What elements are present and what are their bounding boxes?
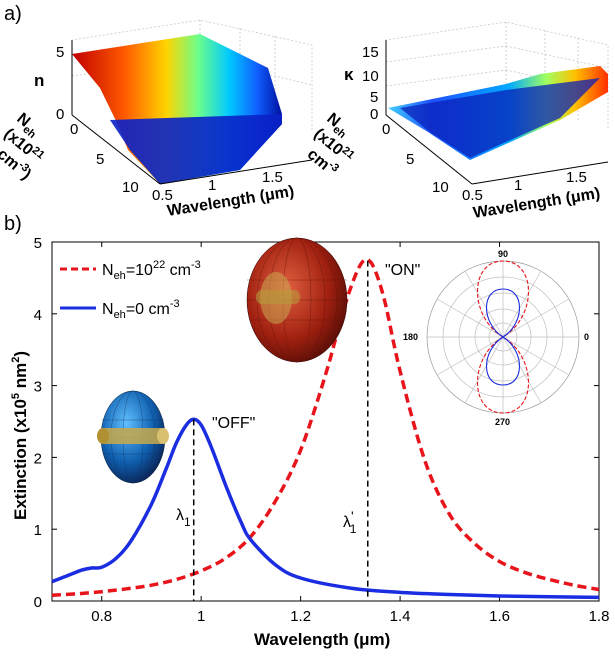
legend-off-unit-exp: -3 (170, 298, 180, 310)
surface-n-xtick: 1.5 (262, 169, 283, 186)
y-axis-label: Extinction (x105 nm2) (10, 351, 30, 520)
y-tick-label: 4 (34, 307, 42, 324)
y-axis-label-b: nm (11, 363, 30, 393)
polar-label-90: 90 (498, 249, 508, 259)
legend-on-sub: eh (114, 270, 126, 282)
y-tick-label: 1 (34, 522, 42, 539)
legend-on-unit-exp: -3 (191, 259, 201, 271)
series-line-off (51, 417, 600, 600)
lambda-on-sub: 1 (350, 522, 357, 536)
legend-off-rest: =0 cm (126, 301, 170, 318)
polar-label-0: 0 (584, 332, 589, 342)
x-tick-label: 1.8 (589, 608, 610, 625)
lambda-off-symbol: λ (176, 507, 184, 524)
surface-k-xtick: 1 (514, 177, 522, 194)
legend-on-unit: cm (165, 262, 191, 279)
surface-n-xtick: 1 (208, 177, 216, 194)
surface-n-ztick: 5 (56, 44, 64, 61)
polar-curve-off (485, 288, 521, 386)
legend-off-sub: eh (114, 309, 126, 321)
legend-label-on: Neh=1022 cm-3 (102, 259, 201, 282)
surface-k-axes (385, 40, 609, 185)
lambda-label-on: λ' 1 (343, 508, 357, 536)
surface-n-xlabel: Wavelength (μm) (166, 183, 295, 220)
y-tick-label: 5 (34, 235, 42, 252)
legend-on-main: N (102, 262, 114, 279)
surface-n-ylabel: Neh (x1021 cm-3) (0, 110, 47, 183)
x-tick-label: 1 (197, 608, 205, 625)
surface-k-xlabel: Wavelength (μm) (472, 185, 601, 222)
surface-k-ztick: 15 (362, 44, 379, 61)
y-axis-label-c: ) (11, 351, 30, 357)
surface-plot-kappa: κ 15 10 5 0 0 5 10 0.5 1 1.5 Neh (x1021 … (304, 21, 609, 222)
x-tick-label: 1.4 (390, 608, 411, 625)
series-group (51, 257, 600, 600)
particle-off-illustration (97, 390, 169, 484)
y-axis-label-a: Extinction (x10 (11, 399, 30, 520)
legend-on-rest: =10 (126, 262, 153, 279)
surface-n-axes (71, 40, 313, 185)
lambda-on-prime: ' (351, 508, 354, 524)
y-tick-label: 3 (34, 379, 42, 396)
surface-k-ztick: 10 (362, 68, 379, 85)
surface-k-ntick: 0 (382, 121, 390, 138)
extinction-chart: 0.8 1 1.2 1.4 1.6 1.8 0 1 2 3 4 5 Extinction (x105 … (10, 235, 609, 649)
legend-off-main: N (102, 301, 114, 318)
polar-label-180: 180 (403, 332, 418, 342)
legend: Neh=1022 cm-3 Neh=0 cm-3 (60, 259, 201, 321)
surface-k-ylabel: Neh (x1021 cm-3 (304, 110, 357, 175)
surface-k-ztick: 0 (370, 106, 378, 123)
panel-label-b: b) (4, 213, 22, 235)
surface-k-ntick: 5 (406, 151, 414, 168)
surface-n-ntick: 10 (122, 179, 139, 196)
surface-n-ztick: 0 (56, 106, 64, 123)
x-axis-label: Wavelength (μm) (254, 630, 390, 649)
surface-k-ntick: 10 (432, 179, 449, 196)
legend-on-exp: 22 (153, 259, 165, 271)
x-tick-label: 1.2 (290, 608, 311, 625)
surface-n-ntick: 0 (70, 121, 78, 138)
peak-marker-group (192, 260, 369, 601)
axis-ticks: 0.8 1 1.2 1.4 1.6 1.8 0 1 2 3 4 5 (34, 235, 610, 625)
surface-n-ntick: 5 (96, 151, 104, 168)
polar-inset: 90 180 0 270 (403, 249, 589, 427)
lambda-on-symbol: λ (343, 514, 351, 531)
surface-k-xtick: 0.5 (462, 187, 483, 204)
particle-on-illustration (246, 237, 348, 363)
annotation-off: "OFF" (212, 415, 255, 432)
x-tick-label: 0.8 (91, 608, 112, 625)
annotation-on: "ON" (385, 262, 420, 279)
panel-label-a: a) (4, 3, 22, 25)
lambda-label-off: λ1 (176, 507, 191, 529)
surface-k-zlabel: κ (344, 65, 354, 84)
legend-label-off: Neh=0 cm-3 (102, 298, 180, 321)
series-line-on (51, 257, 600, 598)
surface-k-ztick: 5 (370, 89, 378, 106)
y-axis-label-exp: 5 (10, 393, 22, 399)
surface-n-zlabel: n (34, 71, 44, 90)
surface-n-xtick: 0.5 (152, 187, 173, 204)
y-tick-label: 2 (34, 450, 42, 467)
polar-label-270: 270 (495, 417, 510, 427)
y-axis-label-exp2: 2 (10, 357, 22, 363)
surface-plot-n: n 5 0 0 5 10 0.5 1 1.5 Neh (x1021 cm-3) … (0, 19, 313, 220)
x-tick-label: 1.6 (489, 608, 510, 625)
surface-k-xtick: 1.5 (566, 169, 587, 186)
y-tick-label: 0 (34, 594, 42, 611)
lambda-off-sub: 1 (184, 515, 191, 529)
